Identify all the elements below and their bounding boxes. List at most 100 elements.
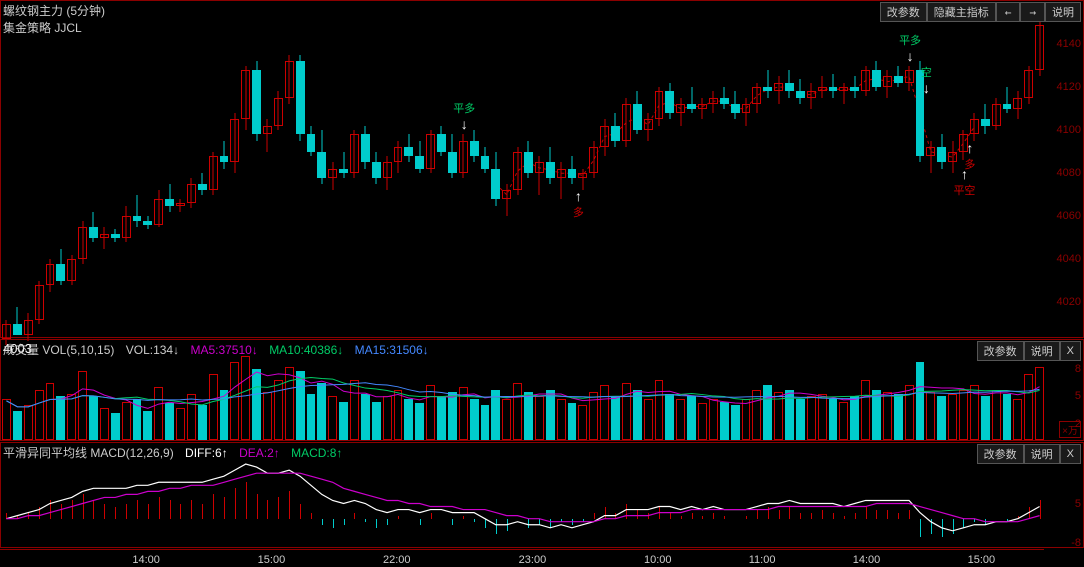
macd-histogram-bar — [170, 500, 171, 518]
candle — [926, 141, 935, 173]
macd-histogram-bar — [539, 519, 540, 525]
volume-bar — [307, 394, 316, 440]
volume-bar — [361, 394, 370, 440]
candle — [535, 156, 544, 195]
volume-chart-area[interactable] — [1, 355, 1043, 440]
help-button[interactable]: 说明 — [1045, 2, 1081, 22]
volume-params-button[interactable]: 改参数 — [977, 341, 1024, 361]
macd-histogram-bar — [866, 507, 867, 519]
volume-bar — [220, 390, 229, 440]
macd-histogram-bar — [17, 516, 18, 519]
macd-histogram-bar — [496, 519, 497, 534]
strategy-title: 集金策略 JJCL — [3, 21, 82, 35]
candlestick-chart-area[interactable]: 4003← 4149平多↓↑多平多↓空↓↑平空↑多 — [1, 1, 1043, 337]
candle — [937, 134, 946, 168]
volume-bar — [513, 383, 522, 440]
volume-bar — [655, 380, 664, 440]
candle — [546, 147, 555, 184]
volume-value: VOL:134↓ — [126, 343, 179, 357]
candle — [655, 87, 664, 126]
macd-histogram-bar — [61, 504, 62, 519]
price-tick: 4060 — [1057, 210, 1081, 222]
volume-bar — [111, 413, 120, 440]
candle — [600, 119, 609, 156]
volume-bar — [2, 399, 11, 440]
candle — [143, 216, 152, 229]
candle — [56, 249, 65, 286]
volume-bar — [861, 380, 870, 440]
back-button[interactable]: ← — [996, 2, 1021, 22]
volume-bar — [742, 399, 751, 440]
volume-bar — [426, 385, 435, 440]
macd-diff: DIFF:6↑ — [185, 446, 228, 460]
volume-bar — [252, 369, 261, 440]
volume-bar — [78, 371, 87, 440]
macd-histogram-bar — [822, 510, 823, 519]
macd-histogram-bar — [920, 519, 921, 537]
hide-main-indicator-button[interactable]: 隐藏主指标 — [927, 2, 996, 22]
candle — [133, 195, 142, 227]
candle — [470, 130, 479, 162]
candle — [198, 173, 207, 195]
volume-bar — [981, 396, 990, 440]
candle — [154, 190, 163, 227]
volume-bar — [959, 390, 968, 440]
candle — [285, 55, 294, 105]
volume-bar — [992, 390, 1001, 440]
volume-bar — [1013, 399, 1022, 440]
volume-close-button[interactable]: X — [1060, 341, 1081, 361]
macd-histogram-bar — [311, 513, 312, 519]
candle — [78, 221, 87, 264]
time-label: 15:00 — [968, 554, 996, 566]
macd-histogram-bar — [267, 500, 268, 518]
candle — [502, 184, 511, 216]
candle — [872, 61, 881, 91]
volume-help-button[interactable]: 说明 — [1024, 341, 1060, 361]
volume-bar — [13, 411, 22, 440]
forward-button[interactable]: → — [1020, 2, 1045, 22]
macd-help-button[interactable]: 说明 — [1024, 444, 1060, 464]
macd-histogram-bar — [985, 519, 986, 525]
volume-bar — [339, 402, 348, 440]
volume-bar — [818, 394, 827, 440]
candle — [676, 98, 685, 126]
volume-bar — [502, 399, 511, 440]
volume-bar — [839, 402, 848, 440]
macd-chart-area[interactable] — [1, 458, 1043, 547]
candle — [35, 281, 44, 324]
candle — [752, 83, 761, 113]
macd-histogram-bar — [898, 513, 899, 519]
macd-histogram-bar — [202, 504, 203, 519]
macd-panel: 平滑异同平均线 MACD(12,26,9) DIFF:6↑ DEA:2↑ MAC… — [0, 442, 1084, 548]
macd-histogram-bar — [474, 519, 475, 522]
candle — [698, 98, 707, 120]
macd-close-button[interactable]: X — [1060, 444, 1081, 464]
candle — [763, 70, 772, 98]
volume-bar — [491, 390, 500, 440]
macd-histogram-bar — [909, 510, 910, 519]
macd-histogram-bar — [724, 516, 725, 519]
candle — [568, 156, 577, 184]
candle — [622, 98, 631, 148]
volume-bar — [752, 390, 761, 440]
volume-title: 成交量 VOL(5,10,15) — [3, 343, 114, 357]
volume-bar — [948, 394, 957, 440]
volume-bar — [578, 405, 587, 440]
macd-histogram-bar — [681, 516, 682, 519]
macd-histogram-bar — [1040, 500, 1041, 518]
candle — [796, 79, 805, 105]
volume-bar — [807, 396, 816, 440]
volume-bar — [56, 396, 65, 440]
macd-histogram-bar — [387, 519, 388, 525]
params-button[interactable]: 改参数 — [880, 2, 927, 22]
volume-bar — [415, 403, 424, 440]
macd-histogram-bar — [354, 513, 355, 519]
volume-header: 成交量 VOL(5,10,15) VOL:134↓ MA5:37510↓ MA1… — [3, 341, 437, 358]
macd-params-button[interactable]: 改参数 — [977, 444, 1024, 464]
candle — [894, 66, 903, 88]
candle — [665, 83, 674, 120]
macd-histogram-bar — [561, 519, 562, 522]
chart-container: 螺纹钢主力 (5分钟) 集金策略 JJCL 改参数 隐藏主指标 ← → 说明 4… — [0, 0, 1084, 567]
macd-histogram-bar — [746, 516, 747, 519]
candle — [850, 76, 859, 98]
